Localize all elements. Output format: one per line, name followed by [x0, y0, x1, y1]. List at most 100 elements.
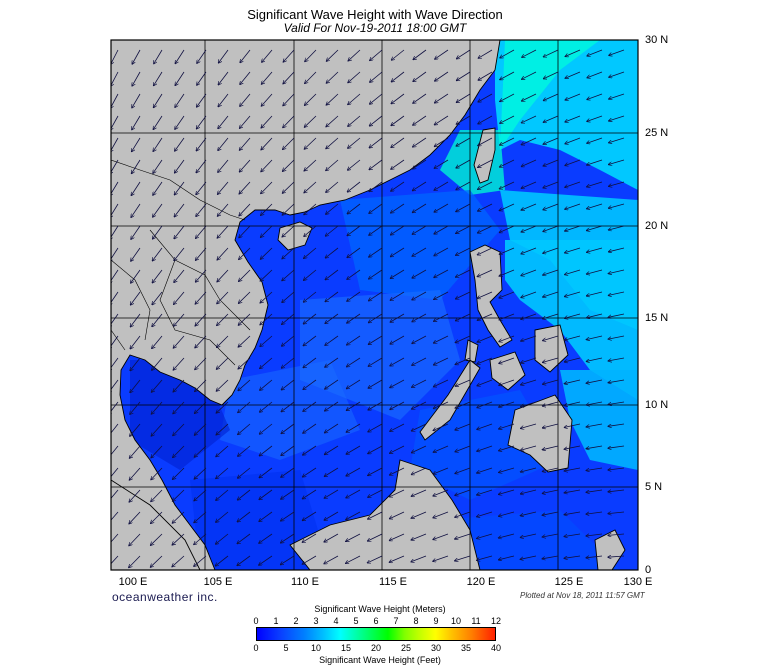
wave-direction-arrow — [240, 137, 251, 150]
wave-direction-arrow — [500, 71, 515, 80]
wave-direction-arrow — [499, 379, 515, 385]
colorbar-meters-tick: 5 — [353, 616, 359, 626]
wave-direction-arrow — [282, 313, 295, 324]
wave-direction-arrow — [477, 335, 493, 342]
wave-direction-arrow — [303, 467, 317, 477]
colorbar-meters-tick: 6 — [373, 616, 379, 626]
colorbar-feet-tick: 5 — [283, 643, 289, 653]
wave-direction-arrow — [281, 401, 295, 412]
wave-direction-arrow — [111, 401, 119, 415]
wave-direction-arrow — [411, 467, 427, 475]
wave-direction-arrow — [390, 467, 405, 475]
wave-direction-arrow — [564, 511, 581, 515]
wave-direction-arrow — [174, 291, 185, 304]
wave-direction-arrow — [129, 555, 141, 568]
wave-direction-arrow — [325, 379, 339, 389]
wave-direction-arrow — [304, 203, 317, 215]
wave-direction-arrow — [326, 137, 339, 149]
colorbar-meters-tick: 0 — [253, 616, 259, 626]
wave-direction-arrow — [261, 247, 273, 259]
wave-direction-arrow — [303, 489, 317, 499]
wave-direction-arrow — [324, 511, 339, 520]
wave-direction-arrow — [283, 49, 295, 62]
wave-direction-arrow — [477, 379, 493, 386]
colorbar-feet-title: Significant Wave Height (Feet) — [319, 655, 441, 665]
wave-direction-arrow — [368, 357, 383, 366]
wave-direction-arrow — [282, 335, 295, 346]
wave-direction-arrow — [368, 489, 383, 497]
wave-direction-arrow — [565, 247, 581, 253]
wave-direction-arrow — [283, 71, 295, 84]
wave-direction-arrow — [324, 489, 339, 498]
wave-direction-arrow — [608, 269, 625, 274]
wave-direction-arrow — [455, 533, 471, 539]
colorbar-feet-tick: 20 — [370, 643, 381, 653]
wave-direction-arrow — [565, 181, 581, 187]
wave-direction-arrow — [587, 49, 603, 56]
wave-direction-arrow — [434, 181, 449, 190]
wave-direction-arrow — [325, 401, 339, 411]
wave-direction-arrow — [259, 445, 273, 456]
wave-direction-arrow — [152, 379, 163, 392]
wave-direction-arrow — [111, 93, 119, 108]
wave-direction-arrow — [197, 71, 207, 85]
wave-direction-arrow — [196, 225, 207, 238]
wave-direction-arrow — [154, 93, 163, 108]
wave-direction-arrow — [412, 445, 427, 453]
wave-direction-arrow — [305, 93, 317, 105]
wave-direction-arrow — [434, 159, 449, 168]
wave-direction-arrow — [390, 269, 405, 278]
wave-direction-arrow — [587, 203, 603, 209]
colorbar-meters-tick: 11 — [471, 616, 481, 626]
wave-direction-arrow — [194, 533, 207, 545]
grid-lines — [111, 40, 638, 570]
wave-direction-arrow — [609, 137, 625, 143]
wave-direction-arrow — [608, 401, 625, 405]
wave-direction-arrow — [153, 115, 163, 129]
wave-direction-arrow — [609, 71, 625, 77]
wave-direction-arrow — [238, 489, 251, 500]
wave-direction-arrow — [326, 159, 339, 171]
wave-direction-arrow — [152, 335, 163, 348]
wave-direction-arrow — [412, 247, 427, 256]
wave-direction-arrow — [283, 93, 295, 106]
wave-direction-arrow — [500, 93, 515, 102]
wave-direction-arrow — [129, 511, 141, 524]
wave-direction-arrow — [111, 555, 119, 565]
wave-direction-arrow — [565, 357, 581, 362]
wave-direction-arrow — [370, 93, 383, 104]
wave-direction-arrow — [564, 467, 581, 471]
wave-direction-arrow — [587, 137, 603, 143]
wave-direction-arrow — [348, 115, 361, 126]
wave-direction-arrow — [303, 379, 317, 389]
wave-direction-arrow — [521, 159, 537, 167]
wave-direction-arrow — [111, 357, 119, 371]
wave-direction-arrow — [477, 291, 493, 298]
wave-direction-arrow — [237, 533, 251, 544]
wave-direction-arrow — [543, 137, 559, 144]
wave-direction-arrow — [413, 115, 427, 125]
wave-direction-arrow — [283, 115, 295, 128]
wave-direction-arrow — [260, 357, 273, 368]
wave-direction-arrow — [369, 159, 383, 170]
mindoro-island — [464, 339, 479, 363]
wave-direction-arrow — [411, 489, 427, 496]
wave-direction-arrow — [521, 489, 537, 494]
wave-direction-arrow — [434, 203, 449, 212]
wave-direction-arrow — [609, 159, 625, 165]
wave-direction-arrow — [608, 512, 625, 514]
wave-direction-arrow — [111, 49, 119, 64]
wave-direction-arrow — [174, 181, 185, 195]
wave-direction-arrow — [325, 335, 339, 345]
wave-direction-arrow — [520, 511, 537, 516]
wave-direction-arrow — [456, 93, 471, 102]
wave-direction-arrow — [175, 115, 185, 129]
wave-direction-arrow — [478, 159, 493, 167]
wave-direction-arrow — [521, 335, 537, 341]
wave-direction-arrow — [346, 423, 361, 432]
wave-direction-arrow — [217, 225, 229, 238]
wave-direction-arrow — [522, 71, 537, 79]
wave-direction-arrow — [500, 137, 515, 145]
wave-direction-arrow — [543, 181, 559, 188]
wave-direction-arrow — [565, 269, 581, 275]
